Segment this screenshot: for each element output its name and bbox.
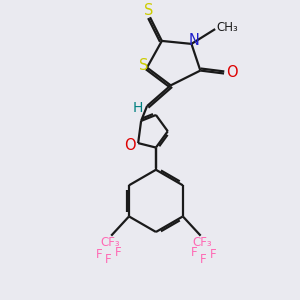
Text: F: F: [210, 248, 216, 260]
Text: F: F: [191, 246, 197, 259]
Text: S: S: [139, 58, 148, 73]
Text: N: N: [188, 33, 199, 48]
Text: CF₃: CF₃: [100, 236, 120, 249]
Text: O: O: [124, 138, 136, 153]
Text: F: F: [105, 253, 112, 266]
Text: F: F: [95, 248, 102, 260]
Text: CH₃: CH₃: [217, 21, 238, 34]
Text: F: F: [114, 246, 121, 259]
Text: S: S: [144, 3, 153, 18]
Text: CF₃: CF₃: [192, 236, 212, 249]
Text: H: H: [132, 100, 143, 115]
Text: O: O: [226, 64, 238, 80]
Text: F: F: [200, 253, 207, 266]
